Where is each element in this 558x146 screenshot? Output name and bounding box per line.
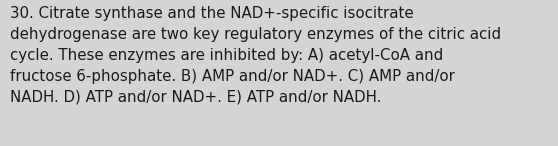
Text: 30. Citrate synthase and the NAD+-specific isocitrate
dehydrogenase are two key : 30. Citrate synthase and the NAD+-specif… — [10, 6, 501, 105]
